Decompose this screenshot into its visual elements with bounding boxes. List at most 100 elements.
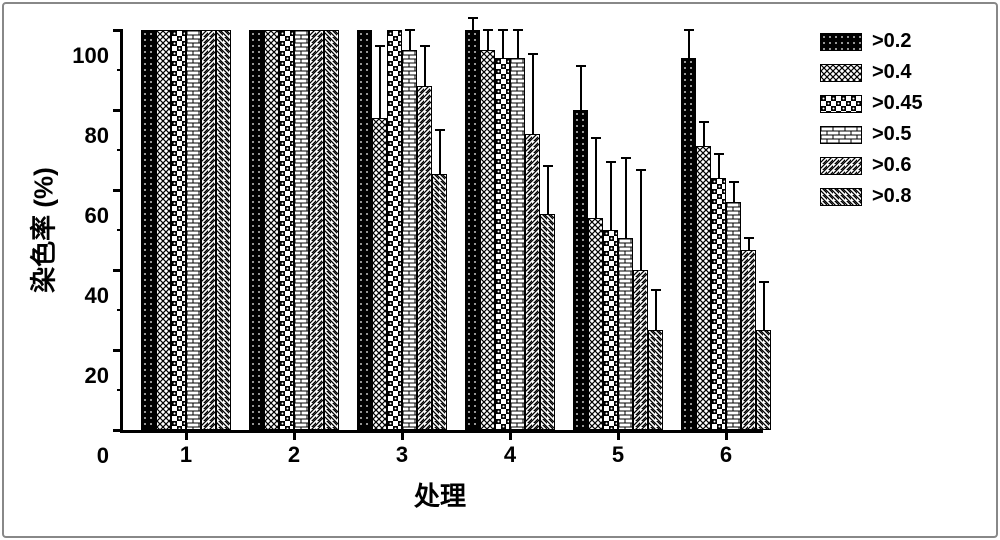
error-bar xyxy=(718,154,720,178)
y-tick xyxy=(113,429,123,432)
y-tick-label: 80 xyxy=(85,123,123,149)
error-bar xyxy=(763,282,765,330)
error-bar xyxy=(688,30,690,58)
y-tick-label: 60 xyxy=(85,203,123,229)
bar xyxy=(756,330,771,430)
legend-swatch xyxy=(820,33,862,51)
bar xyxy=(540,214,555,430)
bar xyxy=(324,30,339,430)
legend-row: >0.45 xyxy=(820,92,923,115)
bar xyxy=(279,30,294,430)
error-bar xyxy=(517,30,519,58)
y-tick xyxy=(113,269,123,272)
error-bar xyxy=(625,158,627,238)
bar xyxy=(186,30,201,430)
y-tick xyxy=(113,349,123,352)
bar xyxy=(465,30,480,430)
bar xyxy=(417,86,432,430)
y-minor-tick xyxy=(117,229,123,231)
legend-swatch xyxy=(820,64,862,82)
legend-label: >0.4 xyxy=(872,61,911,84)
bar xyxy=(741,250,756,430)
error-bar xyxy=(502,30,504,58)
bar xyxy=(171,30,186,430)
error-bar xyxy=(409,30,411,50)
y-axis-title: 染色率 (%) xyxy=(24,167,61,293)
error-bar xyxy=(532,54,534,134)
legend-swatch xyxy=(820,188,862,206)
x-tick-label: 1 xyxy=(180,430,192,468)
plot-area: 020406080100123456 xyxy=(120,30,763,433)
bar xyxy=(648,330,663,430)
error-bar xyxy=(547,166,549,214)
bar xyxy=(141,30,156,430)
legend-label: >0.45 xyxy=(872,92,923,115)
error-bar xyxy=(595,138,597,218)
bar xyxy=(201,30,216,430)
error-bar xyxy=(733,182,735,202)
y-tick-label: 100 xyxy=(72,43,123,69)
x-tick-label: 5 xyxy=(612,430,624,468)
error-bar xyxy=(487,30,489,50)
error-bar xyxy=(703,122,705,146)
legend-label: >0.8 xyxy=(872,185,911,208)
error-bar xyxy=(580,66,582,110)
y-tick xyxy=(113,29,123,32)
bar xyxy=(294,30,309,430)
bar xyxy=(573,110,588,430)
bar xyxy=(618,238,633,430)
legend-row: >0.2 xyxy=(820,30,923,53)
y-tick-label: 20 xyxy=(85,363,123,389)
bar xyxy=(249,30,264,430)
error-bar xyxy=(439,130,441,174)
error-bar xyxy=(610,162,612,230)
bar xyxy=(588,218,603,430)
y-tick xyxy=(113,189,123,192)
figure: 020406080100123456 染色率 (%) 处理 >0.2>0.4>0… xyxy=(0,0,1000,540)
legend: >0.2 >0.4 >0.45 >0.5 >0.6 >0.8 xyxy=(820,30,923,216)
legend-swatch xyxy=(820,95,862,113)
bar xyxy=(309,30,324,430)
error-bar xyxy=(424,46,426,86)
legend-row: >0.8 xyxy=(820,185,923,208)
y-minor-tick xyxy=(117,309,123,311)
y-minor-tick xyxy=(117,149,123,151)
bar xyxy=(633,270,648,430)
y-minor-tick xyxy=(117,69,123,71)
bar xyxy=(711,178,726,430)
y-tick xyxy=(113,109,123,112)
bar xyxy=(726,202,741,430)
x-tick-label: 2 xyxy=(288,430,300,468)
bar xyxy=(372,118,387,430)
legend-label: >0.5 xyxy=(872,123,911,146)
bar xyxy=(510,58,525,430)
error-bar xyxy=(655,290,657,330)
legend-row: >0.5 xyxy=(820,123,923,146)
x-tick-label: 6 xyxy=(720,430,732,468)
bar xyxy=(357,30,372,430)
y-tick-label: 0 xyxy=(97,443,123,469)
x-axis-title: 处理 xyxy=(414,476,466,513)
bar xyxy=(387,30,402,430)
y-minor-tick xyxy=(117,389,123,391)
legend-label: >0.6 xyxy=(872,154,911,177)
x-tick-label: 3 xyxy=(396,430,408,468)
legend-swatch xyxy=(820,126,862,144)
legend-label: >0.2 xyxy=(872,30,911,53)
bar xyxy=(603,230,618,430)
bar xyxy=(696,146,711,430)
x-tick-label: 4 xyxy=(504,430,516,468)
legend-swatch xyxy=(820,157,862,175)
error-bar xyxy=(379,46,381,118)
bar xyxy=(525,134,540,430)
bar xyxy=(264,30,279,430)
error-bar xyxy=(748,238,750,250)
bar xyxy=(432,174,447,430)
bar xyxy=(402,50,417,430)
legend-row: >0.4 xyxy=(820,61,923,84)
bar xyxy=(156,30,171,430)
bar xyxy=(495,58,510,430)
bar xyxy=(480,50,495,430)
legend-row: >0.6 xyxy=(820,154,923,177)
error-bar xyxy=(640,170,642,270)
